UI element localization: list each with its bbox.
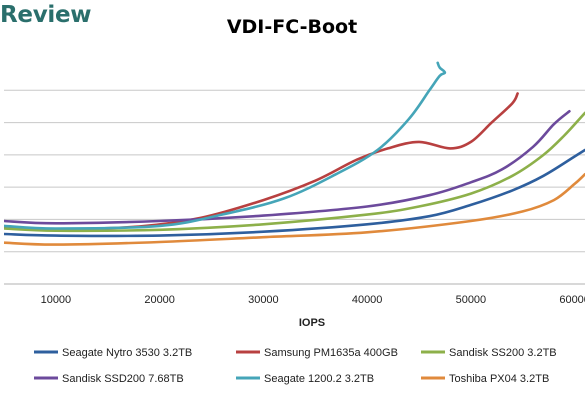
x-tick-label: 40000 xyxy=(352,294,383,306)
x-tick-label: 20000 xyxy=(144,294,175,306)
series-layer xyxy=(4,61,585,246)
series-line-3 xyxy=(4,110,571,225)
brand-logo: Review xyxy=(0,2,92,28)
x-tick-label: 10000 xyxy=(41,294,72,306)
x-tick-label: 50000 xyxy=(456,294,487,306)
legend: Seagate Nytro 3530 3.2TB Samsung PM1635a … xyxy=(34,347,557,385)
series-line-1 xyxy=(4,92,519,231)
x-tick-label: 30000 xyxy=(248,294,279,306)
series-line-5 xyxy=(4,172,585,246)
x-axis-title: IOPS xyxy=(299,317,325,329)
legend-label-2: Sandisk SS200 3.2TB xyxy=(449,347,557,359)
legend-label-5: Toshiba PX04 3.2TB xyxy=(449,373,549,385)
x-tick-labels: 10000 20000 30000 40000 50000 60000 xyxy=(41,294,585,306)
x-tick-label: 60000 xyxy=(559,294,585,306)
chart-title: VDI-FC-Boot xyxy=(227,16,357,38)
grid xyxy=(4,89,585,285)
legend-label-4: Seagate 1200.2 3.2TB xyxy=(264,373,374,385)
legend-label-0: Seagate Nytro 3530 3.2TB xyxy=(62,347,192,359)
legend-label-3: Sandisk SSD200 7.68TB xyxy=(62,373,184,385)
legend-label-1: Samsung PM1635a 400GB xyxy=(264,347,398,359)
series-line-2 xyxy=(4,111,585,233)
series-line-4 xyxy=(4,61,447,230)
series-line-0 xyxy=(4,148,585,238)
